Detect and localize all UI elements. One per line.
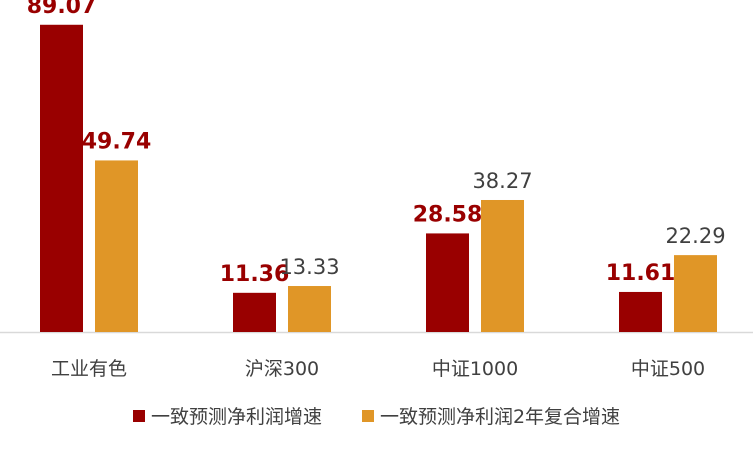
legend-swatch-series-2 xyxy=(361,409,374,422)
bar-series-1-1 xyxy=(40,24,83,332)
legend-swatch-series-1 xyxy=(132,409,145,422)
x-tick-label-3: 中证1000 xyxy=(432,358,518,380)
bar-series-2-3 xyxy=(481,199,524,332)
x-tick-label-2: 沪深300 xyxy=(245,358,319,380)
bar-series-1-2 xyxy=(233,292,276,332)
bar-series-2-1 xyxy=(95,160,138,332)
legend-label-series-1: 一致预测净利润增速 xyxy=(150,406,322,428)
legend-item-series-1: 一致预测净利润增速 xyxy=(132,402,322,429)
bar-series-1-3 xyxy=(426,233,469,332)
data-label-series-2-4: 22.29 xyxy=(665,224,725,248)
legend-item-series-2: 一致预测净利润2年复合增速 xyxy=(361,402,621,429)
data-label-series-1-2: 11.36 xyxy=(220,262,290,287)
data-label-series-1-4: 11.61 xyxy=(606,261,676,286)
data-label-series-2-2: 13.33 xyxy=(279,255,339,279)
data-label-series-1-3: 28.58 xyxy=(413,202,483,227)
x-tick-label-4: 中证500 xyxy=(631,358,705,380)
legend: 一致预测净利润增速 一致预测净利润2年复合增速 xyxy=(0,402,753,429)
bar-series-2-2 xyxy=(288,286,331,332)
bar-series-1-4 xyxy=(619,291,662,332)
data-label-series-1-1: 89.07 xyxy=(27,0,97,19)
data-label-series-2-3: 38.27 xyxy=(472,169,532,193)
data-label-series-2-1: 49.74 xyxy=(82,129,152,154)
bar-series-2-4 xyxy=(674,255,717,332)
legend-label-series-2: 一致预测净利润2年复合增速 xyxy=(379,406,621,428)
x-tick-label-1: 工业有色 xyxy=(51,358,127,380)
